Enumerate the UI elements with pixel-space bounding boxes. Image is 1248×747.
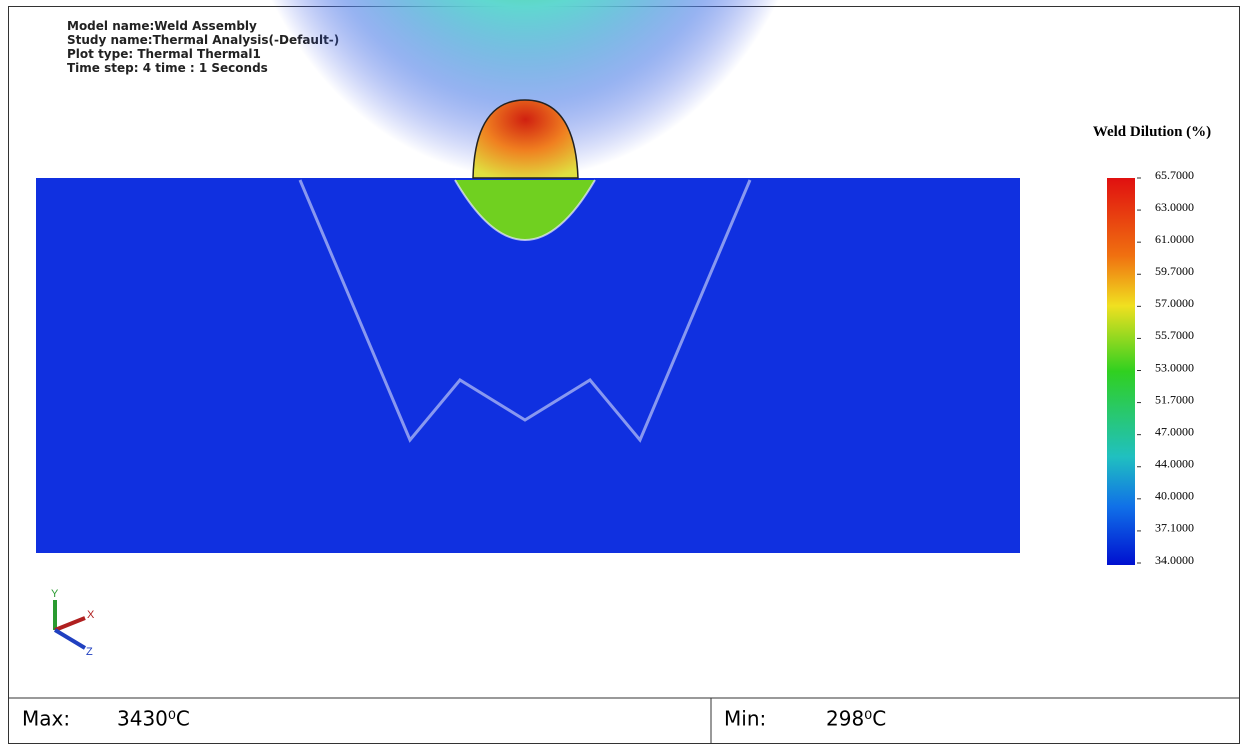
legend-label: 63.0000 bbox=[1155, 200, 1194, 214]
legend-title: Weld Dilution (%) bbox=[1093, 124, 1211, 140]
footer: Max: 3430⁰C Min: 298⁰C bbox=[8, 697, 1240, 744]
axis-z bbox=[53, 628, 87, 650]
legend-label: 57.0000 bbox=[1155, 296, 1194, 310]
legend: Weld Dilution (%) 65.7000 63.0000 61.0000 5… bbox=[1093, 124, 1211, 567]
axis-label: Z bbox=[86, 646, 93, 658]
legend-label: 40.0000 bbox=[1155, 489, 1194, 503]
axis-x bbox=[54, 616, 86, 632]
axis-label: X bbox=[87, 609, 95, 621]
min-value: 298⁰C bbox=[826, 707, 886, 731]
contour bbox=[298, 179, 752, 443]
max-value: 3430⁰C bbox=[117, 707, 190, 731]
contour bbox=[454, 179, 596, 241]
max-label: Max: bbox=[22, 707, 70, 731]
min-label: Min: bbox=[724, 707, 766, 731]
color-bar bbox=[1107, 178, 1135, 565]
mask bbox=[36, 553, 1020, 563]
heat-zone bbox=[225, 0, 825, 558]
legend-label: 53.0000 bbox=[1155, 360, 1194, 374]
legend-label: 61.0000 bbox=[1155, 232, 1194, 246]
legend-label: 59.7000 bbox=[1155, 264, 1194, 278]
legend-label: 65.7000 bbox=[1155, 168, 1194, 182]
legend-label: 51.7000 bbox=[1155, 392, 1194, 406]
header-line: Plot type: Thermal Thermal1 bbox=[67, 47, 261, 61]
legend-label: 34.0000 bbox=[1155, 553, 1194, 567]
legend-label: 44.0000 bbox=[1155, 457, 1194, 471]
axis-label: Y bbox=[51, 588, 59, 600]
triad: Y X Z bbox=[51, 588, 95, 658]
header-line: Model name:Weld Assembly bbox=[67, 19, 257, 33]
legend-label: 47.0000 bbox=[1155, 424, 1194, 438]
legend-label: 37.1000 bbox=[1155, 521, 1194, 535]
weld-bead bbox=[472, 99, 579, 179]
legend-label: 55.7000 bbox=[1155, 328, 1194, 342]
header-line: Time step: 4 time : 1 Seconds bbox=[67, 61, 268, 75]
plot bbox=[36, 0, 1020, 563]
